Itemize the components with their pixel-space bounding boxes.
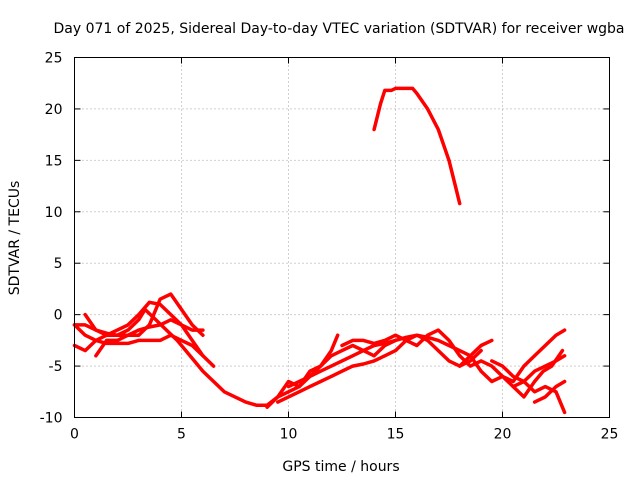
y-tick-label: -10 bbox=[40, 411, 63, 427]
series-line-5 bbox=[94, 318, 205, 358]
y-tick-labels: -10 -5 0 5 10 15 20 25 bbox=[40, 51, 63, 427]
x-tick-labels: 0 5 10 15 20 25 bbox=[70, 427, 618, 443]
y-tick-label: 5 bbox=[54, 256, 63, 272]
y-axis-label: SDTVAR / TECUs bbox=[7, 181, 23, 296]
y-tick-label: 25 bbox=[45, 51, 63, 67]
y-tick-label: 20 bbox=[45, 102, 63, 118]
series-line-7 bbox=[276, 333, 483, 404]
x-tick-label: 10 bbox=[280, 427, 298, 443]
y-tick-label: -5 bbox=[49, 359, 63, 375]
plot-frame bbox=[74, 57, 610, 418]
chart-title: Day 071 of 2025, Sidereal Day-to-day VTE… bbox=[53, 21, 624, 37]
x-tick-label: 20 bbox=[494, 427, 512, 443]
x-tick-label: 25 bbox=[601, 427, 619, 443]
axis-ticks bbox=[74, 57, 610, 418]
series-line-13 bbox=[532, 379, 567, 404]
x-axis-label: GPS time / hours bbox=[282, 459, 399, 475]
data-series bbox=[72, 86, 567, 415]
series-line-9 bbox=[340, 328, 567, 384]
series-line-3 bbox=[72, 323, 216, 368]
series-line-6 bbox=[265, 338, 398, 409]
series-line-8 bbox=[286, 333, 494, 389]
y-tick-label: 0 bbox=[54, 308, 63, 324]
grid bbox=[74, 57, 610, 418]
y-tick-label: 15 bbox=[45, 153, 63, 169]
series-line-12 bbox=[511, 348, 565, 399]
x-tick-label: 0 bbox=[70, 427, 79, 443]
x-tick-label: 5 bbox=[177, 427, 186, 443]
series-line-14 bbox=[372, 86, 462, 206]
y-tick-label: 10 bbox=[45, 205, 63, 221]
x-tick-label: 15 bbox=[387, 427, 405, 443]
